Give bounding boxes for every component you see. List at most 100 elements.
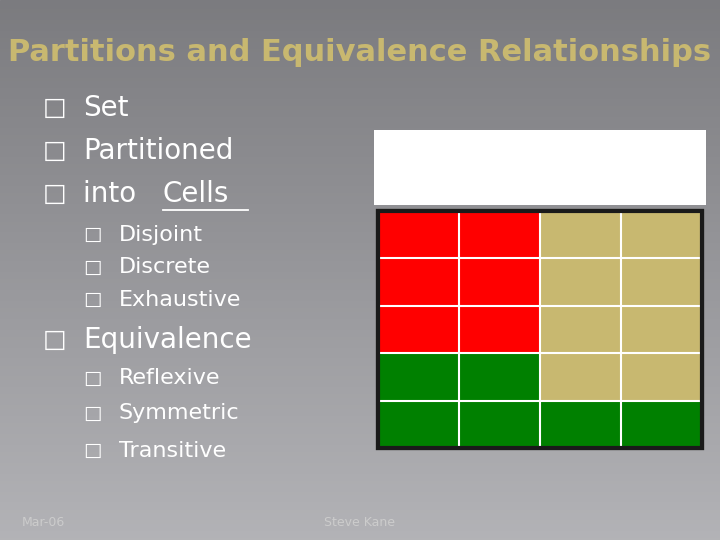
- Bar: [540, 401, 621, 448]
- Text: □: □: [83, 258, 102, 277]
- Bar: [0, 32, 720, 36]
- Bar: [0, 126, 720, 130]
- Bar: [0, 501, 720, 504]
- Bar: [0, 180, 720, 184]
- Bar: [0, 393, 720, 396]
- Bar: [0, 234, 720, 238]
- Bar: [0, 58, 720, 61]
- Bar: [0, 47, 720, 50]
- Bar: [0, 292, 720, 295]
- Bar: [0, 493, 720, 497]
- Bar: [0, 166, 720, 169]
- Text: Disjoint: Disjoint: [119, 225, 203, 245]
- Bar: [0, 285, 720, 288]
- Bar: [378, 211, 702, 448]
- Bar: [0, 220, 720, 223]
- Bar: [0, 209, 720, 212]
- Bar: [0, 522, 720, 525]
- Bar: [621, 353, 702, 401]
- Bar: [621, 258, 702, 306]
- Bar: [0, 302, 720, 306]
- Bar: [0, 475, 720, 479]
- Bar: [0, 144, 720, 147]
- Bar: [0, 151, 720, 155]
- Bar: [0, 339, 720, 342]
- Bar: [0, 425, 720, 428]
- Bar: [0, 198, 720, 201]
- Text: Cells: Cells: [163, 180, 229, 208]
- Bar: [0, 525, 720, 529]
- Bar: [0, 371, 720, 374]
- Text: Discrete: Discrete: [119, 257, 211, 278]
- Bar: [540, 353, 621, 401]
- Bar: [0, 417, 720, 421]
- Bar: [378, 211, 702, 448]
- Bar: [0, 119, 720, 123]
- Bar: [0, 320, 720, 324]
- Bar: [0, 245, 720, 248]
- Bar: [0, 439, 720, 443]
- Bar: [0, 518, 720, 522]
- Bar: [0, 54, 720, 58]
- Bar: [0, 400, 720, 403]
- Bar: [0, 248, 720, 252]
- Bar: [0, 173, 720, 177]
- Bar: [0, 378, 720, 382]
- Text: □: □: [83, 441, 102, 461]
- Bar: [0, 464, 720, 468]
- Bar: [0, 50, 720, 54]
- Bar: [0, 137, 720, 140]
- Bar: [459, 211, 540, 258]
- Bar: [0, 123, 720, 126]
- Bar: [0, 471, 720, 475]
- Bar: [0, 277, 720, 281]
- Bar: [0, 428, 720, 432]
- Bar: [0, 382, 720, 385]
- Bar: [0, 147, 720, 151]
- Bar: [0, 104, 720, 108]
- Bar: [0, 93, 720, 97]
- Bar: [0, 169, 720, 173]
- Text: Steve Kane: Steve Kane: [325, 516, 395, 529]
- Bar: [0, 490, 720, 493]
- Bar: [0, 72, 720, 76]
- Text: Partitions and Equivalence Relationships: Partitions and Equivalence Relationships: [9, 38, 711, 67]
- Bar: [0, 212, 720, 216]
- Bar: [0, 15, 720, 18]
- Bar: [0, 223, 720, 227]
- Bar: [0, 187, 720, 191]
- Bar: [540, 306, 621, 353]
- Bar: [378, 211, 459, 258]
- Bar: [0, 299, 720, 302]
- Bar: [0, 65, 720, 69]
- Text: □: □: [43, 139, 67, 163]
- Bar: [0, 0, 720, 4]
- Bar: [0, 29, 720, 32]
- Bar: [0, 270, 720, 274]
- Bar: [0, 288, 720, 292]
- Bar: [0, 454, 720, 457]
- Bar: [0, 43, 720, 47]
- Bar: [621, 211, 702, 258]
- Bar: [0, 356, 720, 360]
- Bar: [0, 76, 720, 79]
- Bar: [0, 194, 720, 198]
- Text: □: □: [43, 96, 67, 120]
- Text: □: □: [83, 225, 102, 245]
- Bar: [0, 36, 720, 39]
- Bar: [0, 432, 720, 436]
- Bar: [0, 349, 720, 353]
- Bar: [0, 90, 720, 93]
- Bar: [0, 482, 720, 486]
- Bar: [0, 266, 720, 270]
- Bar: [0, 313, 720, 317]
- Bar: [0, 389, 720, 393]
- Bar: [378, 258, 459, 306]
- Bar: [0, 130, 720, 133]
- Bar: [0, 295, 720, 299]
- Bar: [459, 258, 540, 306]
- Text: Exhaustive: Exhaustive: [119, 289, 241, 310]
- Bar: [0, 353, 720, 356]
- Bar: [0, 4, 720, 7]
- Bar: [378, 306, 459, 353]
